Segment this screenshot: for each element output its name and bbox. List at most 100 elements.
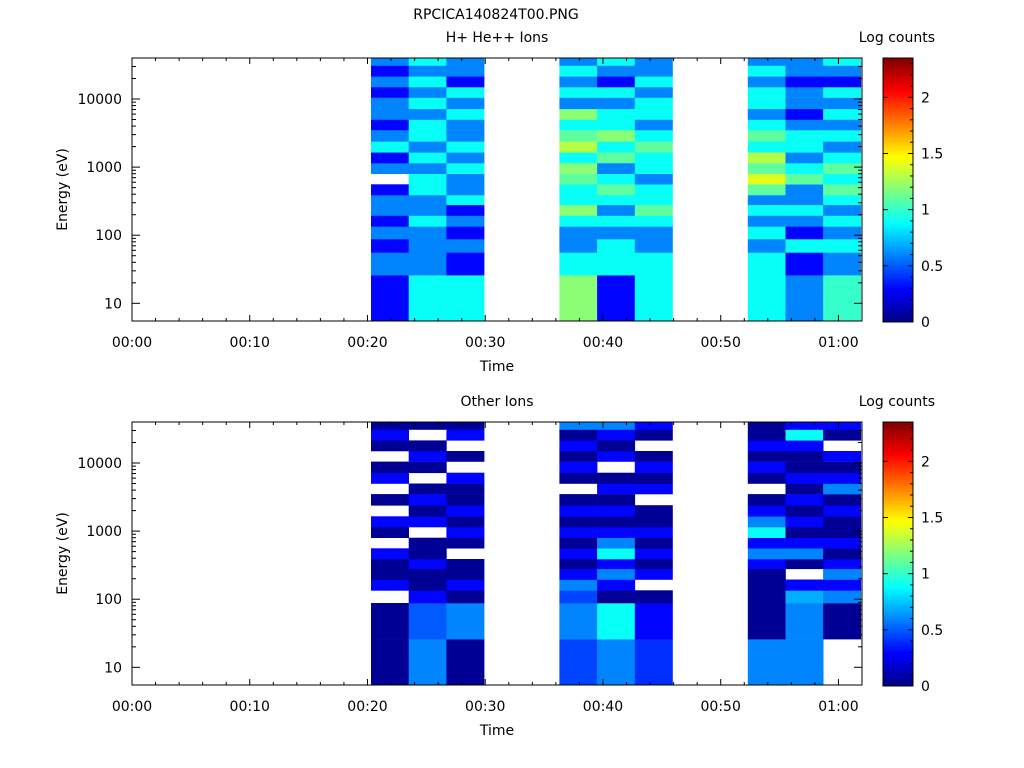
heatmap-cell [747, 76, 786, 88]
heatmap-cell [747, 204, 786, 216]
colorbar-segment [883, 60, 913, 63]
heatmap-cell [371, 568, 409, 580]
heatmap-cell [785, 173, 824, 185]
colorbar-segment [883, 315, 913, 318]
colorbar-segment [883, 260, 913, 263]
colorbar-segment [883, 558, 913, 561]
heatmap-cell [597, 422, 636, 430]
colorbar-segment [883, 212, 913, 215]
heatmap-cell [823, 173, 862, 185]
x-axis-label: Time [479, 723, 514, 739]
colorbar-segment [883, 282, 913, 285]
y-tick-label: 100 [95, 592, 122, 608]
heatmap-cell [408, 184, 447, 196]
colorbar-tick-label: 1.5 [921, 510, 943, 526]
heatmap-cell [747, 152, 786, 164]
colorbar-segment [883, 516, 913, 520]
colorbar-segment [883, 69, 913, 72]
colorbar-segment [883, 584, 913, 588]
colorbar-segment [883, 190, 913, 193]
colorbar-segment [883, 507, 913, 511]
colorbar-segment [883, 313, 913, 316]
heatmap-cell [634, 451, 673, 462]
colorbar-segment [883, 424, 913, 427]
heatmap-cell [408, 451, 447, 462]
y-tick-label: 10 [104, 296, 122, 312]
heatmap-cell [408, 516, 447, 528]
heatmap-cell [408, 639, 447, 686]
colorbar-segment [883, 450, 913, 454]
colorbar-segment [883, 679, 913, 682]
colorbar-segment [883, 317, 913, 321]
heatmap-cell [634, 204, 673, 216]
colorbar-segment [883, 80, 913, 83]
heatmap-cell [597, 527, 636, 538]
colorbar-segment [883, 435, 913, 438]
heatmap-cell [785, 559, 824, 570]
heatmap-cell [634, 141, 673, 153]
colorbar-segment [883, 532, 913, 535]
heatmap-cell [823, 163, 862, 174]
heatmap-cell [408, 559, 447, 570]
heatmap-cell [747, 472, 786, 484]
heatmap-cell [747, 429, 786, 441]
heatmap-cell [823, 76, 862, 88]
colorbar-segment [883, 642, 913, 645]
heatmap-cell [408, 226, 447, 240]
heatmap-cell [785, 130, 824, 142]
heatmap-cell [408, 422, 447, 430]
colorbar-segment [883, 556, 913, 559]
colorbar-segment [883, 207, 913, 211]
colorbar-segment [883, 620, 913, 623]
heatmap-cell [785, 226, 824, 240]
heatmap-cell [408, 579, 447, 591]
x-axis-label: Time [479, 359, 514, 375]
colorbar-segment [883, 472, 913, 476]
colorbar-segment [883, 452, 913, 456]
colorbar-segment [883, 113, 913, 116]
heatmap-cell [823, 184, 862, 196]
colorbar-segment [883, 639, 913, 643]
colorbar-segment [883, 238, 913, 241]
colorbar-segment [883, 240, 913, 244]
x-tick-label: 00:50 [701, 699, 741, 715]
x-tick-label: 00:40 [583, 699, 623, 715]
heatmap-cell [597, 87, 636, 98]
colorbar-segment [883, 161, 913, 164]
heatmap-cell [747, 184, 786, 196]
colorbar-segment [883, 481, 913, 484]
heatmap-cell [371, 527, 409, 538]
colorbar-segment [883, 459, 913, 462]
heatmap-cell [785, 494, 824, 506]
heatmap-cell [371, 76, 409, 88]
heatmap-cell [785, 163, 824, 174]
colorbar-segment [883, 536, 913, 539]
colorbar-segment [883, 302, 913, 305]
heatmap-cell [823, 505, 862, 517]
colorbar-segment [883, 176, 913, 180]
colorbar-segment [883, 675, 913, 678]
heatmap-cell [446, 97, 485, 110]
colorbar-segment [883, 657, 913, 660]
heatmap-cell [823, 548, 862, 560]
heatmap-cell [747, 275, 786, 322]
colorbar-segment [883, 580, 913, 583]
colorbar-segment [883, 448, 913, 451]
colorbar-segment [883, 426, 913, 429]
heatmap-cell [559, 58, 598, 66]
heatmap-cell [446, 239, 485, 253]
colorbar-segment [883, 297, 913, 301]
heatmap-cell [634, 422, 673, 430]
colorbar-segment [883, 527, 913, 531]
colorbar-segment [883, 490, 913, 493]
colorbar-segment [883, 110, 913, 114]
colorbar-segment [883, 576, 913, 579]
heatmap-cell [597, 472, 636, 484]
heatmap-cell [408, 108, 447, 120]
heatmap-cell [823, 527, 862, 538]
y-tick-label: 100 [95, 228, 122, 244]
heatmap-cell [785, 195, 824, 206]
heatmap-cell [408, 204, 447, 216]
heatmap-cell [634, 527, 673, 538]
heatmap-cell [634, 461, 673, 474]
